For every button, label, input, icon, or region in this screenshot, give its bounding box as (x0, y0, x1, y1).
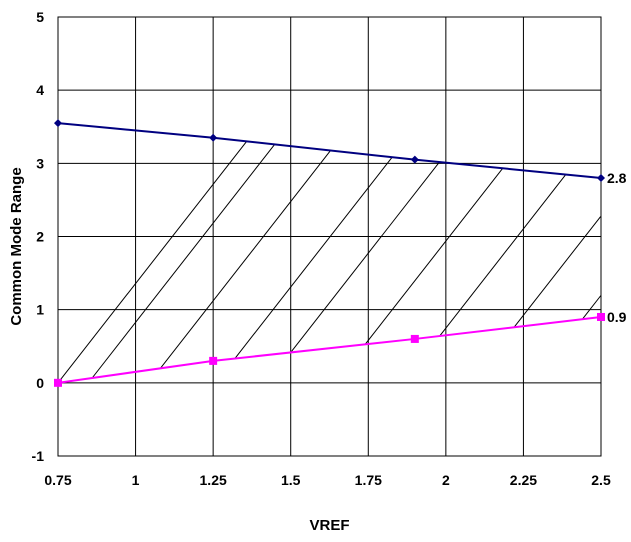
data-point-diamond (54, 119, 62, 128)
y-tick-label: 5 (36, 9, 44, 25)
hatched-region (57, 140, 602, 384)
plot-area-border (57, 16, 602, 457)
data-label: 0.9 (607, 309, 627, 325)
data-point-square (209, 356, 218, 365)
hatch-line (364, 167, 504, 345)
x-axis-title: VREF (309, 517, 349, 534)
grid-lines (57, 16, 602, 457)
hatch-line (160, 149, 332, 369)
hatch-line (57, 140, 248, 384)
y-tick-label: 3 (36, 155, 44, 171)
data-point-square (597, 312, 605, 321)
data-point-diamond (410, 155, 419, 164)
y-tick-label: 0 (36, 375, 44, 391)
x-tick-label: 2 (442, 472, 450, 488)
y-tick-label: 1 (36, 302, 44, 318)
hatch-line (290, 161, 441, 353)
series-line-1 (57, 122, 602, 179)
data-label: 2.8 (607, 170, 627, 186)
hatch-line (581, 295, 602, 320)
series-line-2 (57, 315, 602, 384)
data-point-diamond (597, 173, 605, 182)
y-tick-label: -1 (32, 448, 45, 464)
data-point-square (54, 378, 62, 387)
x-tick-label: 2.5 (591, 472, 611, 488)
y-tick-label: 4 (36, 82, 44, 98)
y-tick-label: 2 (36, 229, 44, 245)
data-point-square (410, 334, 419, 343)
x-tick-label: 1 (132, 472, 140, 488)
x-tick-label: 2.25 (510, 472, 537, 488)
data-point-diamond (209, 133, 218, 142)
x-tick-label: 1.5 (281, 472, 301, 488)
x-tick-label: 0.75 (44, 472, 71, 488)
y-axis-title: Common Mode Range (8, 167, 25, 325)
hatch-line (234, 156, 393, 359)
x-tick-label: 1.75 (355, 472, 382, 488)
hatch-line (513, 216, 602, 328)
hatch-line (439, 173, 567, 337)
hatch-line (91, 144, 276, 379)
x-tick-label: 1.25 (200, 472, 227, 488)
series-layer: 2.8 0.9 (54, 119, 627, 387)
tick-labels: 0.75 1 1.25 1.5 1.75 2 2.25 2.5 -1 0 1 2 3 4 5 (32, 9, 611, 488)
